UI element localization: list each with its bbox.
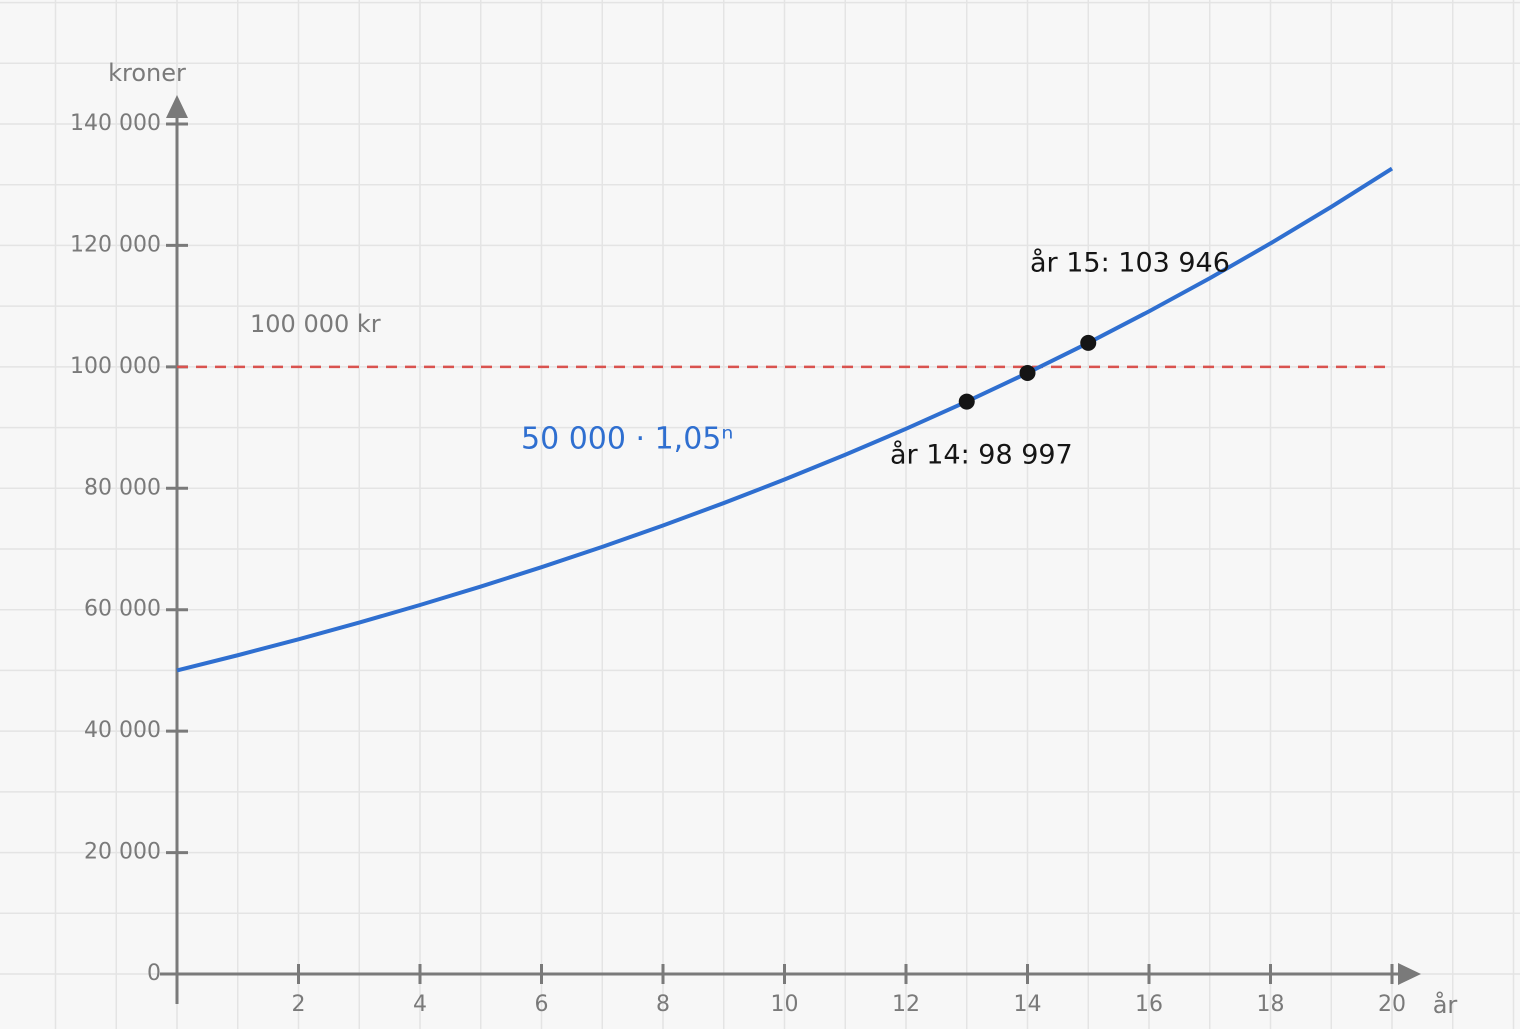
y-tick-label: 140 000 (70, 111, 161, 136)
annotation: år 14: 98 997 (890, 440, 1073, 471)
line (176, 166, 1394, 673)
y-tick-label: 20 000 (84, 840, 161, 865)
y-tick-label: 0 (147, 961, 161, 986)
x-tick-label: 2 (292, 992, 306, 1017)
x-tick-label: 14 (1014, 992, 1042, 1017)
x-tick-label: 12 (892, 992, 920, 1017)
x-tick-label: 4 (413, 992, 427, 1017)
y-axis-arrow (166, 95, 188, 118)
x-tick-label: 16 (1135, 992, 1163, 1017)
y-tick-label: 100 000 (70, 354, 161, 379)
y-tick-label: 40 000 (84, 718, 161, 743)
point (958, 393, 975, 410)
y-tick-label: 120 000 (70, 232, 161, 257)
x-tick-label: 6 (535, 992, 549, 1017)
point (1080, 334, 1097, 351)
y-tick-label: 60 000 (84, 597, 161, 622)
x-tick-label: 8 (656, 992, 670, 1017)
x-axis-arrow (1398, 963, 1421, 985)
annotation: år 15: 103 946 (1030, 248, 1230, 279)
x-axis-label: år (1433, 990, 1458, 1019)
x-tick-label: 10 (771, 992, 799, 1017)
y-tick-label: 80 000 (84, 475, 161, 500)
x-tick-label: 20 (1378, 992, 1406, 1017)
point (1019, 364, 1036, 381)
formula: 50 000 · 1,05ⁿ (521, 422, 733, 457)
y-axis-label: kroner (108, 59, 186, 87)
threshold-label: 100 000 kr (250, 310, 381, 338)
x-tick-label: 18 (1257, 992, 1285, 1017)
